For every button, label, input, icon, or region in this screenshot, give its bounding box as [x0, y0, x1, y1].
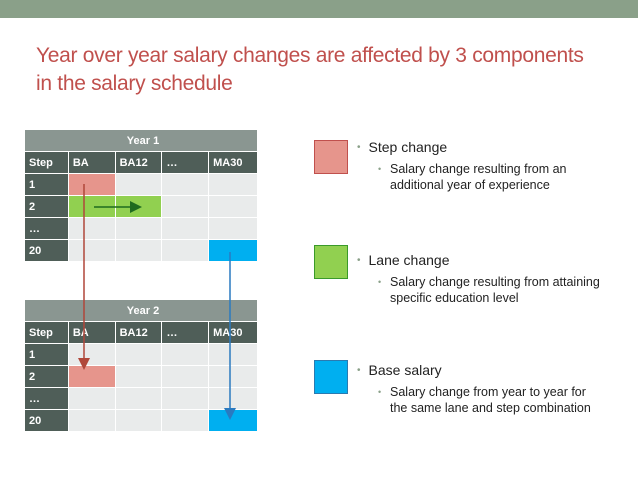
bullet-icon: • — [378, 164, 382, 174]
row-label: 2 — [24, 195, 69, 218]
bullet-icon: • — [378, 387, 382, 397]
row-label: 20 — [24, 239, 69, 262]
table-cell — [67, 239, 116, 262]
bullet-icon: • — [357, 142, 361, 153]
table-cell — [208, 239, 258, 262]
legend-item-step-change: • Step change — [357, 139, 448, 155]
table-cell — [161, 217, 210, 240]
legend-item-lane-change: • Lane change — [357, 252, 450, 268]
step-change-swatch — [314, 140, 348, 174]
table-cell — [208, 195, 258, 218]
table-cell — [67, 173, 116, 196]
column-header: BA12 — [114, 151, 163, 174]
legend-item-base-salary: • Base salary — [357, 362, 442, 378]
base-salary-description: • Salary change from year to year for the… — [378, 385, 591, 415]
year-2-table: Year 2 Step BA BA12 … MA30 1 2 … 20 — [24, 299, 258, 432]
slide-title: Year over year salary changes are affect… — [36, 44, 584, 95]
bullet-icon: • — [378, 277, 382, 287]
column-header: BA12 — [114, 321, 163, 344]
column-header: MA30 — [208, 321, 258, 344]
table-cell — [208, 217, 258, 240]
table-cell — [67, 387, 116, 410]
lane-change-description: • Salary change resulting from attaining … — [378, 275, 600, 305]
table-cell — [208, 387, 258, 410]
table-cell — [114, 217, 163, 240]
bullet-icon: • — [357, 255, 361, 266]
step-change-description: • Salary change resulting from an additio… — [378, 162, 567, 192]
table-cell — [114, 239, 163, 262]
table-cell — [208, 365, 258, 388]
base-salary-swatch — [314, 360, 348, 394]
lane-change-swatch — [314, 245, 348, 279]
table-cell — [67, 217, 116, 240]
table-header: Year 2 — [24, 299, 258, 322]
table-cell — [161, 409, 210, 432]
row-label: 1 — [24, 343, 69, 366]
year-1-table: Year 1 Step BA BA12 … MA30 1 2 … 20 — [24, 129, 258, 262]
table-header: Year 1 — [24, 129, 258, 152]
bullet-icon: • — [357, 365, 361, 376]
table-cell — [161, 195, 210, 218]
row-label: 20 — [24, 409, 69, 432]
table-cell — [208, 409, 258, 432]
table-cell — [161, 173, 210, 196]
table-cell — [161, 387, 210, 410]
row-label: … — [24, 217, 69, 240]
table-cell — [114, 387, 163, 410]
column-header: … — [161, 151, 210, 174]
top-accent-bar — [0, 0, 638, 18]
row-label: 1 — [24, 173, 69, 196]
row-label: … — [24, 387, 69, 410]
table-cell — [114, 365, 163, 388]
column-header: Step — [24, 321, 69, 344]
row-label: 2 — [24, 365, 69, 388]
table-cell — [161, 239, 210, 262]
table-cell — [114, 409, 163, 432]
